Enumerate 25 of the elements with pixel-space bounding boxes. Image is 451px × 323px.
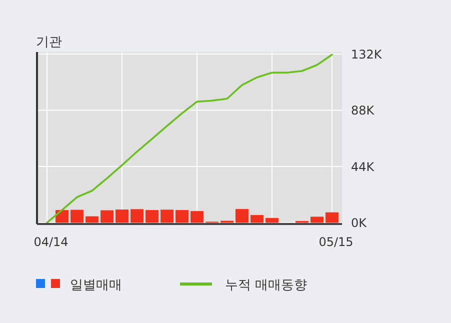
bar — [250, 215, 264, 223]
line-series — [46, 54, 333, 224]
bar — [176, 210, 188, 223]
bar — [100, 210, 114, 223]
bar — [86, 216, 98, 223]
bar — [266, 218, 278, 223]
x-tick-label: 05/15 — [318, 235, 354, 249]
bar — [236, 209, 248, 223]
bar — [56, 210, 68, 223]
y-tick-label: 132K — [351, 48, 383, 62]
bar — [160, 210, 174, 223]
x-tick-label: 04/14 — [34, 235, 68, 249]
legend-label: 일별매매 — [70, 278, 122, 293]
y-tick-label: 0K — [351, 216, 368, 230]
legend-label: 누적 매매동향 — [225, 278, 308, 293]
bar — [70, 210, 84, 223]
bar — [116, 210, 128, 223]
bar — [190, 211, 204, 223]
bar — [310, 216, 324, 223]
y-tick-label: 44K — [351, 160, 376, 174]
bar — [146, 210, 158, 223]
bar — [130, 209, 144, 223]
y-tick-label: 88K — [351, 104, 376, 118]
chart-title: 기관 — [36, 35, 62, 50]
bar — [326, 212, 338, 223]
